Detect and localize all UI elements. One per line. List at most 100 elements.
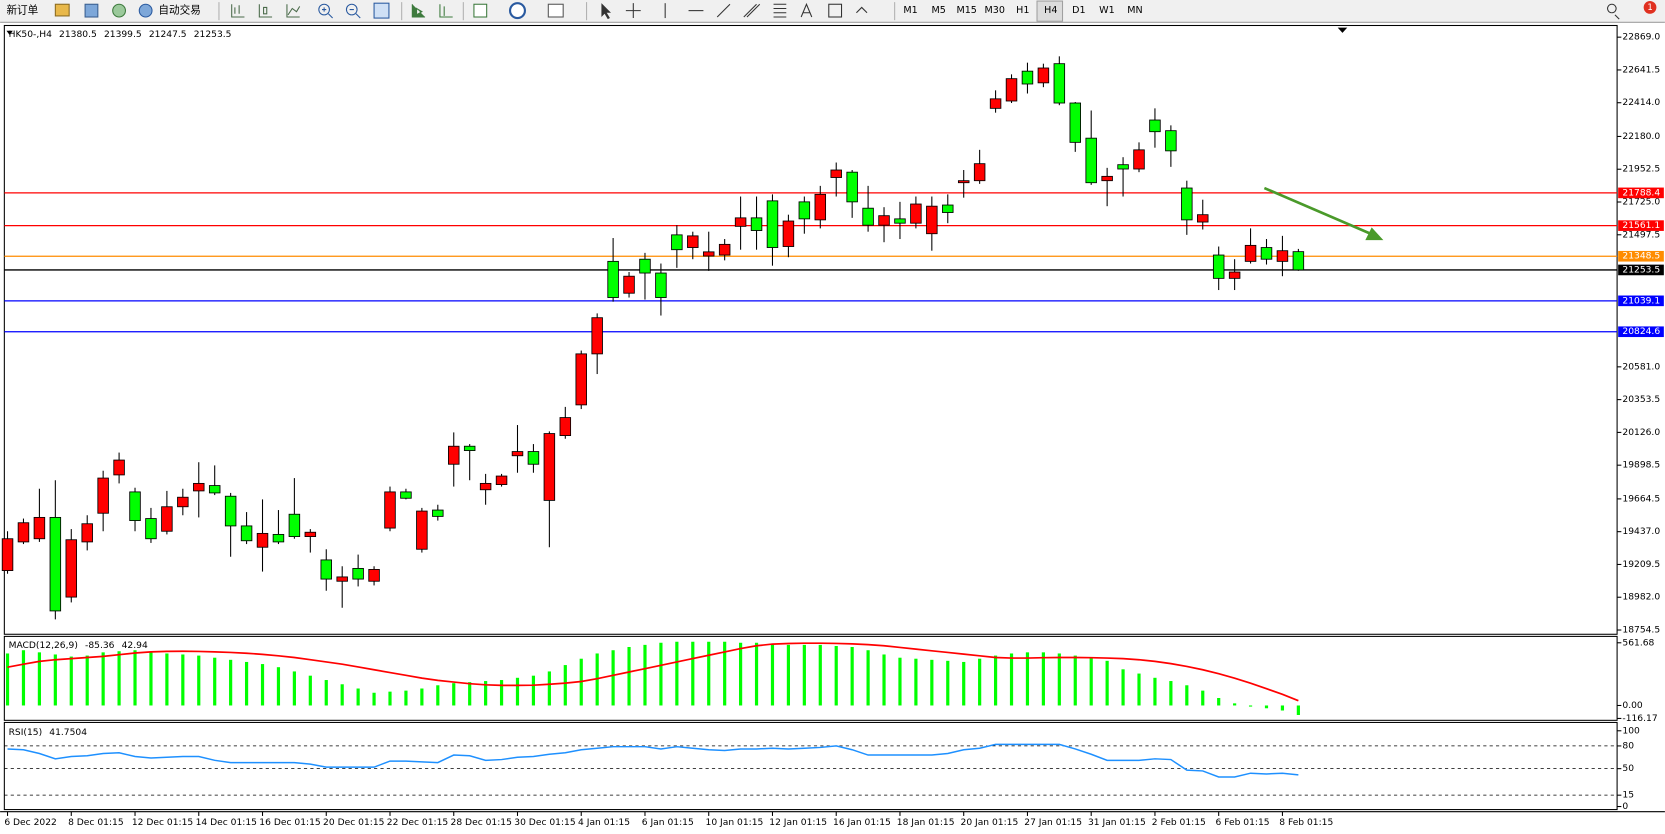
y-tick-label: 22869.0 [1622,33,1660,43]
timeframe-button[interactable]: W1 [1099,5,1115,16]
fibo-tool[interactable] [773,3,787,18]
candle-body [830,169,842,178]
icon[interactable] [138,3,153,18]
cursor-tool[interactable] [601,3,611,20]
macd-bar [229,659,233,706]
timeframe-button[interactable]: H1 [1016,5,1029,16]
macd-bar [1105,660,1109,706]
icon[interactable] [54,3,70,17]
macd-bar [1041,652,1045,706]
trendline-tool[interactable] [716,3,731,18]
icon[interactable] [345,3,358,16]
candle-body [639,258,651,274]
x-tick-label: 20 Dec 01:15 [323,818,385,828]
candle-body [926,205,938,235]
candle-body [973,163,986,182]
macd-bar [356,688,360,706]
x-tick-label: 12 Jan 01:15 [769,818,827,828]
arrows-tool[interactable] [856,6,868,14]
candle-body [145,518,157,540]
macd-bar [675,641,679,706]
candle-body [1212,254,1225,279]
y-tick-label: 18982.0 [1622,593,1660,603]
icon[interactable] [508,2,526,20]
alert-badge[interactable] [1643,1,1657,14]
timeframe-button[interactable]: M5 [931,5,945,16]
x-tick-label: 31 Jan 01:15 [1088,818,1146,828]
icon[interactable] [547,3,564,18]
candle-body [1085,137,1097,184]
rsi-header: RSI(15) 41.7504 [9,728,88,738]
icon[interactable] [84,3,99,18]
candle-body [1101,175,1113,182]
new-order-button[interactable]: 新订单 [6,4,38,17]
x-tick-label: 22 Dec 01:15 [387,818,449,828]
icon[interactable] [318,3,330,16]
icon[interactable] [258,4,273,18]
candle-body [702,251,715,257]
x-tick-label: 8 Feb 01:15 [1279,818,1333,828]
candle-body [1037,67,1050,84]
channel-tool[interactable] [743,3,761,18]
candle-body [17,522,30,543]
icon[interactable] [349,9,361,19]
price-level-label: 21788.4 [1622,188,1660,198]
zoom-icons[interactable] [318,2,390,19]
text-tool[interactable] [800,2,813,18]
candle-body [368,569,380,582]
y-tick-label: 19437.0 [1622,527,1660,537]
auto-trading-button[interactable]: 自动交易 [158,4,200,17]
macd-bar [515,677,520,706]
macd-bar [260,664,265,706]
x-tick-label: 30 Dec 01:15 [514,818,576,828]
candle-body [511,451,524,457]
x-tick-label: 20 Jan 01:15 [961,818,1019,828]
last-open: 21380.5 [59,29,97,39]
macd-bar [882,654,886,706]
icon[interactable] [473,3,488,18]
icon[interactable] [373,2,390,19]
timeframe-button[interactable]: H4 [1044,5,1057,16]
candle-body [894,218,906,224]
icon[interactable] [286,4,301,18]
timeframe-button[interactable]: M15 [956,5,976,16]
chart-type-icons[interactable] [231,4,301,18]
candle-body [910,203,922,224]
timeframe-button[interactable]: M1 [903,5,917,16]
alert-count: 1 [1647,3,1652,13]
label-tool[interactable] [828,3,843,18]
candle-body [1244,244,1257,262]
macd-bar [739,642,743,706]
rsi-last: 41.7504 [49,728,87,738]
candle-body [1276,250,1289,262]
y-tick-label: 22180.0 [1622,132,1660,142]
candle-body [543,433,556,501]
macd-bar [993,655,998,706]
macd-title: MACD(12,26,9) [9,640,78,650]
timeframe-button[interactable]: MN [1127,5,1142,16]
timeframe-button[interactable]: M30 [985,5,1005,16]
macd-bar [452,683,456,706]
candle-body [113,459,125,476]
y-tick-label: 15 [1622,791,1634,801]
icon[interactable] [439,4,453,18]
y-tick-label: 561.68 [1622,638,1654,648]
icon[interactable] [322,7,334,19]
icon[interactable] [112,3,126,18]
macd-bar [946,660,950,706]
macd-bar [1137,673,1141,706]
toolbar: 新订单 自动交易 [0,0,1665,23]
candle-body [1117,164,1129,170]
price-level-tag [1618,264,1664,276]
icon[interactable] [231,4,245,18]
crosshair-tool[interactable] [625,3,641,19]
timeframe-button[interactable]: D1 [1072,5,1085,16]
search-icon[interactable] [1607,3,1620,20]
candle-body [527,451,540,465]
candle-body [1005,78,1018,102]
macd-bar [1121,669,1125,706]
macd-bar [1185,685,1189,706]
y-tick-label: 18754.5 [1622,626,1660,636]
icon[interactable] [411,4,426,18]
price-level-label: 21561.1 [1622,221,1660,231]
